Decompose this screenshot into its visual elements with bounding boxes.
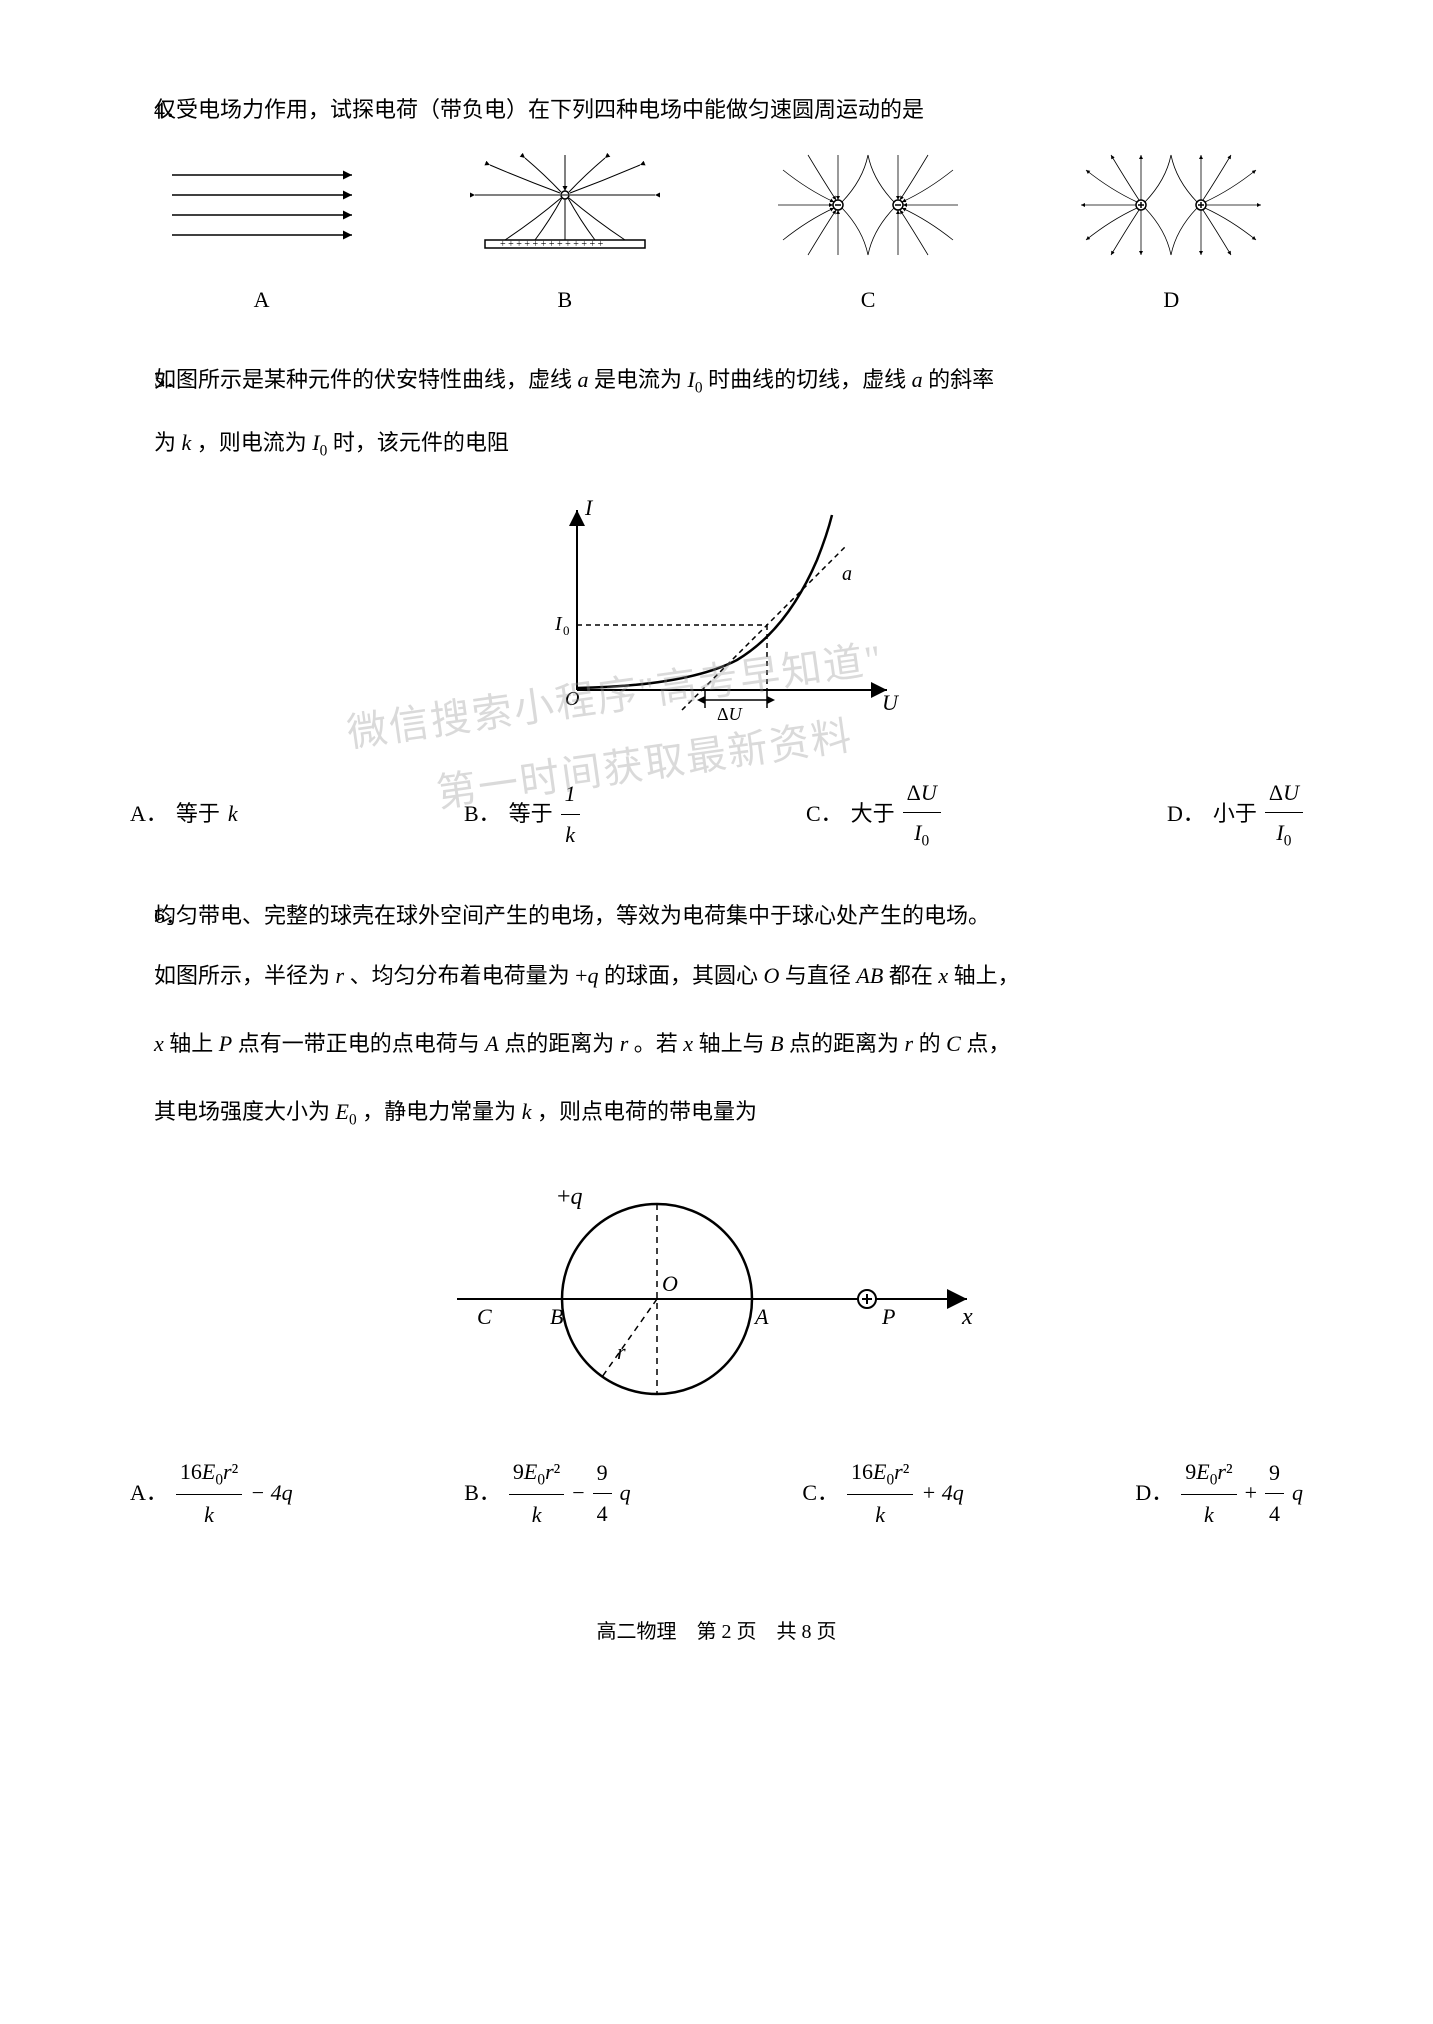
q5-opt-a: A． 等于 k bbox=[130, 773, 238, 856]
q6-number: 6． bbox=[110, 896, 154, 936]
q5-opt-c: C． 大于 ΔU I0 bbox=[806, 773, 941, 856]
r-label: r bbox=[617, 1339, 626, 1364]
delta-u-label: ΔU bbox=[717, 704, 743, 724]
q5-options: A． 等于 k B． 等于 1 k C． 大于 ΔU I0 D． 小于 ΔU bbox=[110, 773, 1323, 856]
q6-line3: x 轴上 P 点有一带正电的点电荷与 A 点的距离为 r 。若 x 轴上与 B … bbox=[110, 1018, 1323, 1071]
C-label: C bbox=[477, 1304, 492, 1329]
P-label: P bbox=[881, 1304, 895, 1329]
q4-diagram-c: C bbox=[768, 150, 968, 320]
q4-body: 仅受电场力作用，试探电荷（带负电）在下列四种电场中能做匀速圆周运动的是 bbox=[154, 97, 924, 122]
q6-opt-b: B． 9E0r² k − 9 4 q bbox=[464, 1452, 630, 1535]
q4-label-b: B bbox=[465, 280, 665, 320]
q4-label-c: C bbox=[768, 280, 968, 320]
tangent-label: a bbox=[842, 563, 852, 585]
q4-number: 4． bbox=[110, 90, 154, 130]
q5-graph: O I U a I 0 ΔU bbox=[110, 490, 1323, 753]
q4-diagram-b: + + + + + + + + + + + + + B bbox=[465, 150, 665, 320]
q6-line4: 其电场强度大小为 E0 ，静电力常量为 k ，则点电荷的带电量为 bbox=[110, 1086, 1323, 1139]
question-5: 5．如图所示是某种元件的伏安特性曲线，虚线 a 是电流为 I0 时曲线的切线，虚… bbox=[110, 360, 1323, 856]
q6-opt-c: C． 16E0r² k + 4q bbox=[802, 1452, 963, 1535]
q6-line1: 6．均匀带电、完整的球壳在球外空间产生的电场，等效为电荷集中于球心处产生的电场。 bbox=[110, 896, 1323, 936]
q6-opt-d: D． 9E0r² k + 9 4 q bbox=[1135, 1452, 1303, 1535]
q4-label-d: D bbox=[1071, 280, 1271, 320]
page-footer: 高二物理 第 2 页 共 8 页 bbox=[110, 1614, 1323, 1650]
q4-label-a: A bbox=[162, 280, 362, 320]
q6-opt-a: A． 16E0r² k − 4q bbox=[130, 1452, 293, 1535]
x-axis-label: U bbox=[882, 690, 900, 715]
q4-diagrams: A + + + + + + + + + + + + + bbox=[110, 150, 1323, 320]
I0-label: I bbox=[554, 613, 563, 635]
B-label: B bbox=[550, 1304, 563, 1329]
y-axis-label: I bbox=[584, 495, 594, 520]
q5-number: 5． bbox=[110, 360, 154, 400]
q4-diagram-d: D bbox=[1071, 150, 1271, 320]
O-label: O bbox=[662, 1271, 678, 1296]
q6-options: A． 16E0r² k − 4q B． 9E0r² k − 9 4 q C． 1… bbox=[110, 1452, 1323, 1535]
x-label: x bbox=[961, 1304, 973, 1330]
q4-diagram-a: A bbox=[162, 160, 362, 320]
q6-line2: 如图所示，半径为 r 、均匀分布着电荷量为 +q 的球面，其圆心 O 与直径 A… bbox=[110, 950, 1323, 1003]
svg-text:0: 0 bbox=[563, 623, 570, 638]
q4-text: 4．仅受电场力作用，试探电荷（带负电）在下列四种电场中能做匀速圆周运动的是 bbox=[110, 90, 1323, 130]
q5-opt-b: B． 等于 1 k bbox=[464, 773, 580, 856]
svg-text:+ + + + + + + + + + + + +: + + + + + + + + + + + + + bbox=[500, 239, 604, 250]
question-6: 6．均匀带电、完整的球壳在球外空间产生的电场，等效为电荷集中于球心处产生的电场。… bbox=[110, 896, 1323, 1535]
q5-opt-d: D． 小于 ΔU I0 bbox=[1167, 773, 1303, 856]
origin-label: O bbox=[565, 688, 579, 710]
question-4: 4．仅受电场力作用，试探电荷（带负电）在下列四种电场中能做匀速圆周运动的是 A … bbox=[110, 90, 1323, 320]
q6-diagram: +q O C B A P x r bbox=[110, 1159, 1323, 1432]
q5-line1: 5．如图所示是某种元件的伏安特性曲线，虚线 a 是电流为 I0 时曲线的切线，虚… bbox=[110, 360, 1323, 402]
charge-label: +q bbox=[557, 1184, 583, 1210]
q5-line2: 为 k ，则电流为 I0 时，该元件的电阻 bbox=[110, 417, 1323, 470]
A-label: A bbox=[753, 1304, 769, 1329]
